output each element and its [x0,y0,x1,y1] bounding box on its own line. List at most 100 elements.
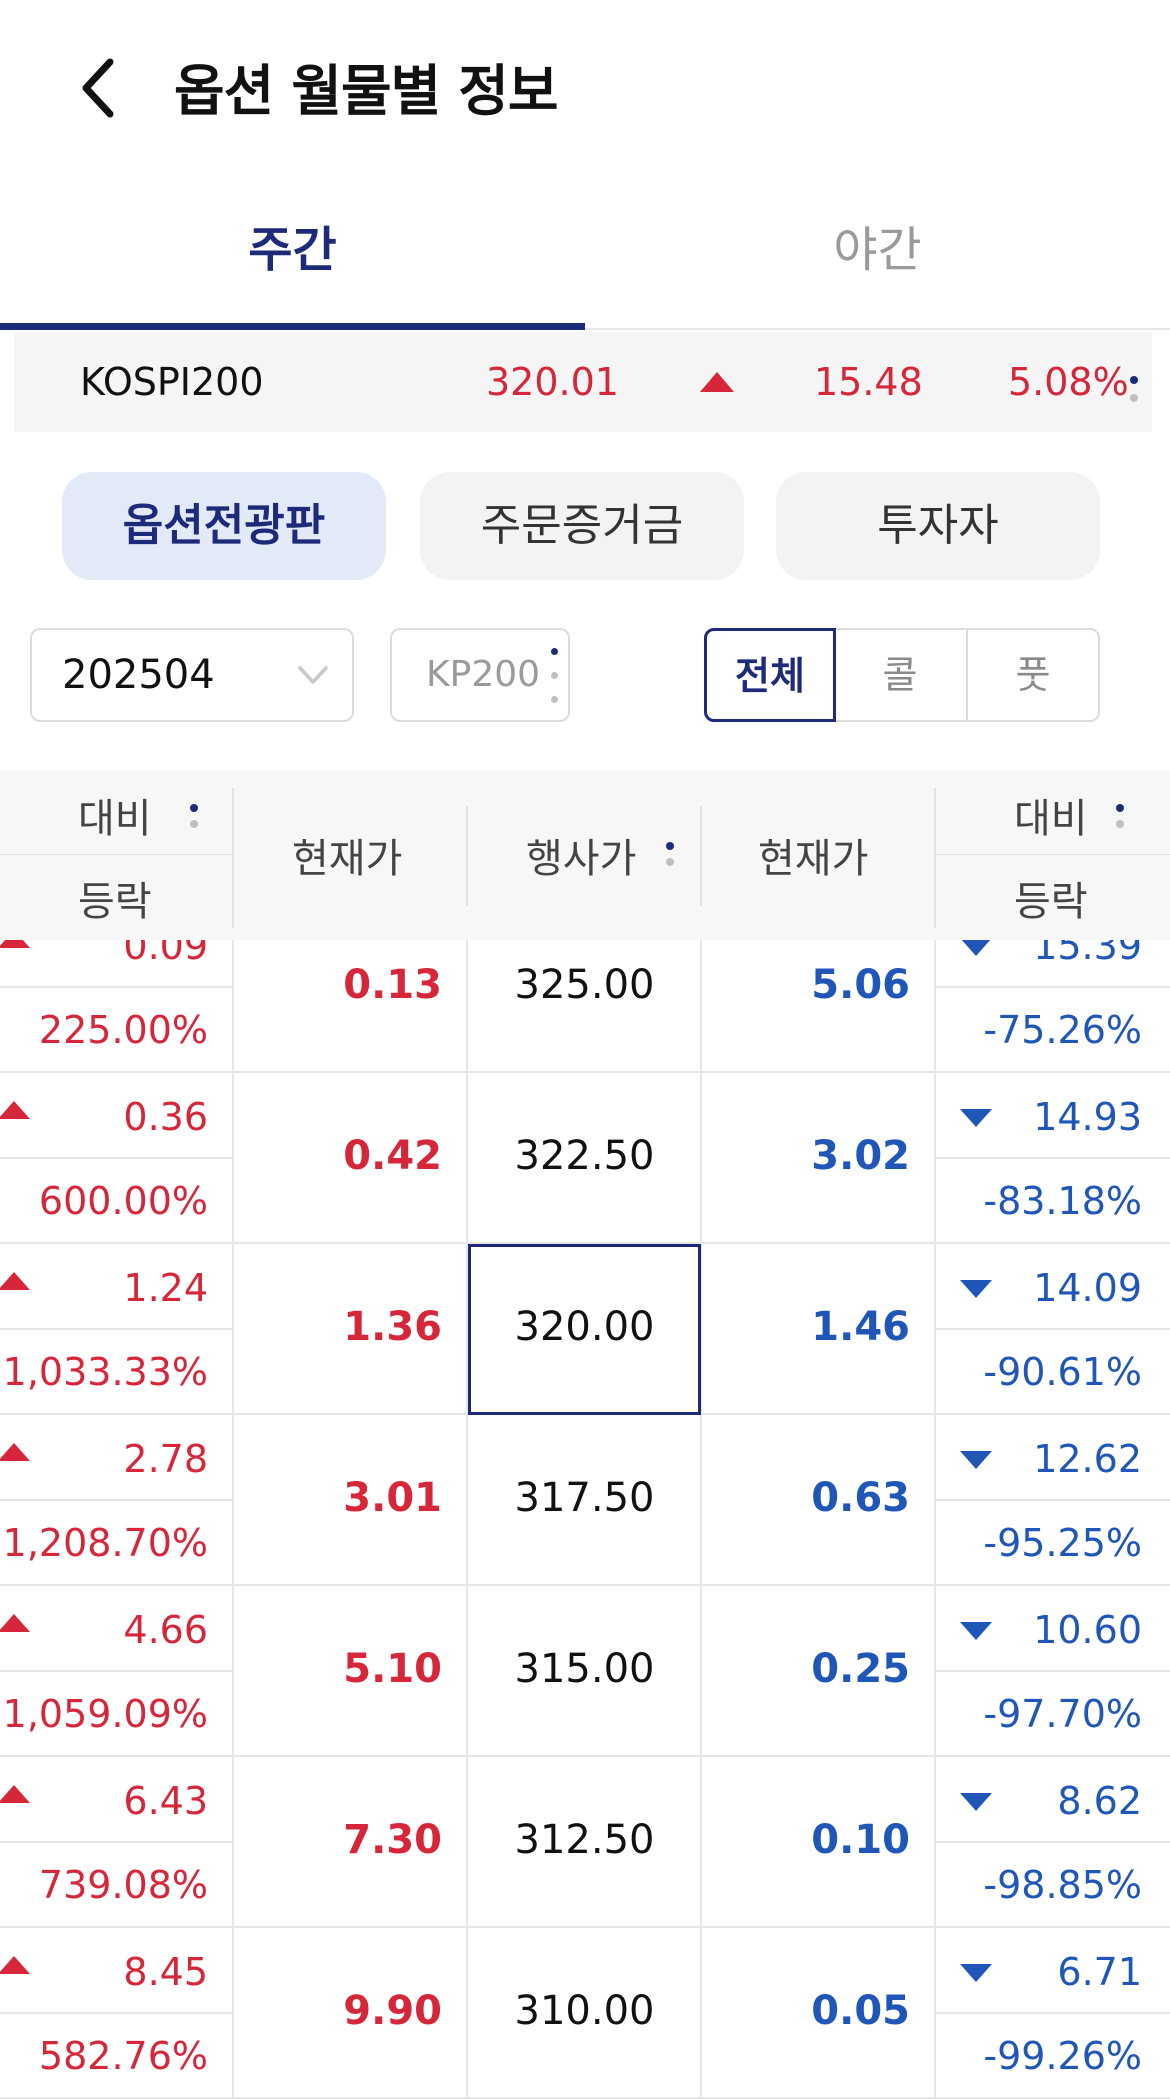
up-arrow-icon [0,1614,30,1632]
up-arrow-icon [700,372,734,392]
call-change: 1.24 [123,1266,208,1310]
down-arrow-icon [960,1793,992,1811]
page-title: 옵션 월물별 정보 [174,59,558,123]
table-header: 대비 등락 현재가 행사가 현재가 대비 등락 [0,770,1170,940]
call-change: 0.36 [123,1095,208,1139]
call-rate: 1,059.09% [2,1692,208,1736]
index-ticker[interactable]: KOSPI200 320.01 15.48 5.08% [14,332,1152,432]
up-arrow-icon [0,1785,30,1803]
more-dot-icon [551,648,558,655]
index-name: KOSPI200 [80,360,264,404]
segment-order-margin[interactable]: 주문증거금 [420,472,744,580]
header-call-price: 현재가 [292,836,403,882]
sort-dot-icon [190,820,198,828]
header-strike: 행사가 [526,836,637,882]
call-price: 3.01 [343,1475,442,1521]
table-row[interactable]: 0.09 225.00% 0.13 325.00 5.06 15.39 -75.26% [0,940,1170,1073]
filter-put[interactable]: 풋 [966,628,1100,722]
call-change: 8.45 [123,1950,208,1994]
up-arrow-icon [0,1443,30,1461]
header-cell-call-change[interactable]: 대비 [0,770,232,855]
tab-indicator [0,323,585,330]
strike-price[interactable]: 310.00 [514,1988,655,2034]
put-price: 0.25 [811,1646,910,1692]
tab-night[interactable]: 야간 [833,222,922,278]
back-button[interactable] [72,48,132,128]
strike-price[interactable]: 322.50 [514,1133,655,1179]
put-price: 5.06 [811,962,910,1008]
segment-option-board[interactable]: 옵션전광판 [62,472,386,580]
put-rate: -98.85% [983,1863,1142,1907]
page-indicator-dot-active [1130,376,1138,384]
call-rate: 600.00% [38,1179,208,1223]
put-price: 0.63 [811,1475,910,1521]
put-change: 10.60 [1033,1608,1142,1652]
month-select[interactable]: 202504 [30,628,354,722]
table-row[interactable]: 8.45 582.76% 9.90 310.00 0.05 6.71 -99.26% [0,1928,1170,2099]
call-change: 0.09 [123,940,208,968]
down-arrow-icon [960,1622,992,1640]
header-divider [700,806,702,906]
strike-price[interactable]: 317.50 [514,1475,655,1521]
put-rate: -99.26% [983,2034,1142,2078]
header-call-change: 대비 [78,796,152,842]
header-call-rate: 등락 [78,879,152,925]
strike-price[interactable]: 320.00 [514,1304,655,1350]
call-rate: 1,033.33% [2,1350,208,1394]
down-arrow-icon [960,1451,992,1469]
underlying-select[interactable]: KP200 [390,628,570,722]
call-rate: 1,208.70% [2,1521,208,1565]
down-arrow-icon [960,1964,992,1982]
header-cell-strike[interactable]: 행사가 [468,770,701,940]
table-row[interactable]: 2.78 1,208.70% 3.01 317.50 0.63 12.62 -95.25% [0,1415,1170,1586]
segment-investor[interactable]: 투자자 [776,472,1100,580]
table-row[interactable]: 0.36 600.00% 0.42 322.50 3.02 14.93 -83.18% [0,1073,1170,1244]
index-change: 15.48 [814,360,923,404]
down-arrow-icon [960,940,992,956]
strike-price[interactable]: 315.00 [514,1646,655,1692]
strike-price[interactable]: 312.50 [514,1817,655,1863]
call-change: 6.43 [123,1779,208,1823]
up-arrow-icon [0,1272,30,1290]
up-arrow-icon [0,940,30,948]
header-cell-put-rate: 등락 [936,855,1170,940]
table-row[interactable]: 6.43 739.08% 7.30 312.50 0.10 8.62 -98.85% [0,1757,1170,1928]
header-put-change: 대비 [1014,796,1088,842]
put-rate: -83.18% [983,1179,1142,1223]
call-rate: 739.08% [38,1863,208,1907]
month-select-value: 202504 [62,652,215,698]
put-price: 0.05 [811,1988,910,2034]
tab-day[interactable]: 주간 [248,222,337,278]
put-rate: -90.61% [983,1350,1142,1394]
put-change: 15.39 [1033,940,1142,968]
put-rate: -75.26% [983,1008,1142,1052]
down-arrow-icon [960,1280,992,1298]
sort-dot-icon [666,842,674,850]
put-change: 6.71 [1057,1950,1142,1994]
table-row[interactable]: 4.66 1,059.09% 5.10 315.00 0.25 10.60 -97.70% [0,1586,1170,1757]
table-row[interactable]: 1.24 1,033.33% 1.36 320.00 1.46 14.09 -90.61% [0,1244,1170,1415]
call-price: 9.90 [343,1988,442,2034]
filter-call[interactable]: 콜 [834,628,968,722]
call-price: 1.36 [343,1304,442,1350]
put-price: 1.46 [811,1304,910,1350]
header-cell-put-change[interactable]: 대비 [936,770,1170,855]
put-change: 14.09 [1033,1266,1142,1310]
chevron-left-icon [82,58,114,118]
strike-price[interactable]: 325.00 [514,962,655,1008]
header-divider [232,788,234,928]
session-tabs: 주간 야간 [0,190,1170,330]
up-arrow-icon [0,1101,30,1119]
call-rate: 582.76% [38,2034,208,2078]
atm-strike-highlight [468,1244,701,1415]
filter-all[interactable]: 전체 [704,628,836,722]
header-divider [934,788,936,928]
index-rate: 5.08% [1008,360,1129,404]
option-board-table: 0.09 225.00% 0.13 325.00 5.06 15.39 -75.26% 0.3… [0,940,1170,2099]
underlying-select-value: KP200 [426,654,541,695]
put-price: 3.02 [811,1133,910,1179]
put-price: 0.10 [811,1817,910,1863]
call-price: 7.30 [343,1817,442,1863]
more-dot-icon [551,672,558,679]
more-dot-icon [551,696,558,703]
